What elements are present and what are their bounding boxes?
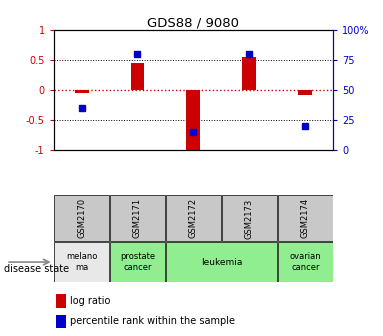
Bar [75,90,88,93]
Text: prostate
cancer: prostate cancer [120,252,155,272]
Text: melano
ma: melano ma [66,252,97,272]
Text: GSM2171: GSM2171 [133,198,142,239]
Text: ovarian
cancer: ovarian cancer [290,252,321,272]
Bar [56,314,66,329]
Bar [278,242,333,282]
Bar [166,195,221,242]
Text: log ratio: log ratio [70,296,111,306]
Bar [242,57,256,90]
Bar [278,195,333,242]
Bar [54,195,109,242]
Bar [110,242,165,282]
Text: GSM2172: GSM2172 [189,198,198,239]
Bar [54,242,109,282]
Text: GSM2170: GSM2170 [77,198,86,239]
Bar [131,63,144,90]
Text: GSM2174: GSM2174 [301,198,310,239]
Text: leukemia: leukemia [201,258,242,266]
Text: GSM2173: GSM2173 [245,198,254,239]
Bar [166,242,277,282]
Text: disease state: disease state [4,264,69,274]
Bar [110,195,165,242]
Bar [56,294,66,308]
Bar [187,90,200,150]
Bar [222,195,277,242]
Text: percentile rank within the sample: percentile rank within the sample [70,317,236,326]
Title: GDS88 / 9080: GDS88 / 9080 [147,16,239,29]
Bar [298,90,312,95]
